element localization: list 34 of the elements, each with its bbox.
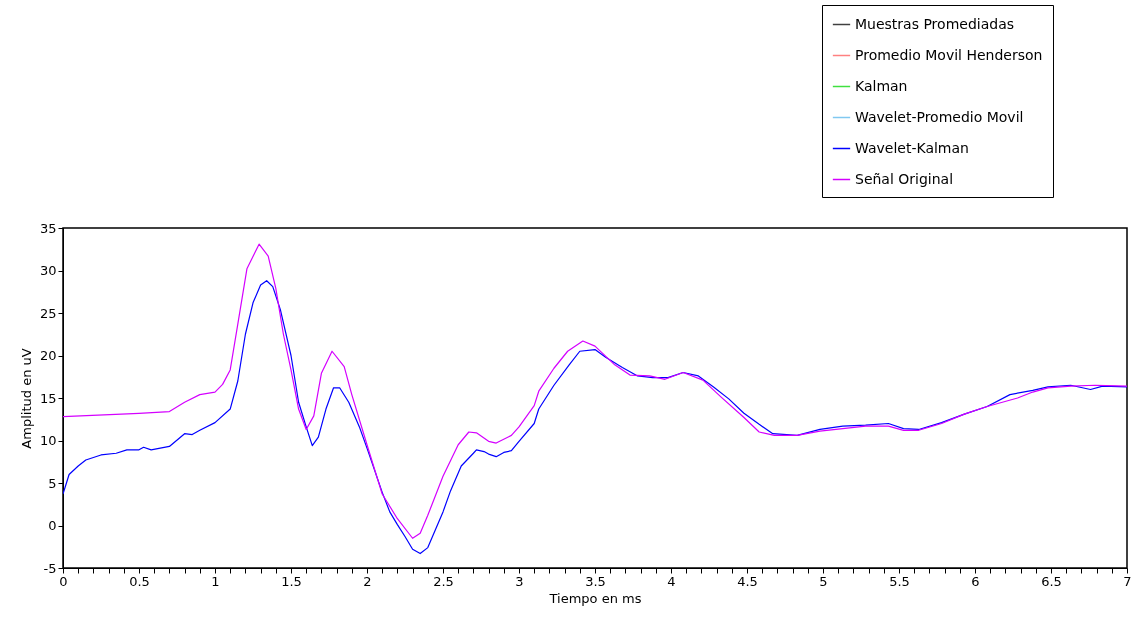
legend-label: Señal Original — [855, 170, 954, 187]
x-tick-label: 7 — [1123, 573, 1132, 589]
x-tick-label: 5 — [819, 573, 828, 589]
x-tick-label: 6 — [971, 573, 980, 589]
legend-label: Kalman — [855, 77, 908, 94]
legend-label: Wavelet-Promedio Movil — [855, 108, 1024, 125]
x-tick-label: 6.5 — [1041, 573, 1062, 589]
legend-label: Promedio Movil Henderson — [855, 46, 1043, 63]
x-tick-label: 2 — [363, 573, 372, 589]
y-tick-label: 30 — [39, 263, 57, 278]
x-tick-label: 1 — [211, 573, 220, 589]
y-tick-label: 0 — [48, 518, 57, 533]
y-tick-label: 35 — [39, 220, 57, 236]
legend-label: Muestras Promediadas — [855, 15, 1015, 32]
y-tick-label: 25 — [39, 305, 57, 321]
y-tick-label: 5 — [48, 475, 57, 491]
y-tick-label: 20 — [39, 348, 57, 363]
line-series — [63, 280, 1127, 555]
x-tick-label: 3.5 — [585, 573, 606, 589]
legend-label: Wavelet-Kalman — [855, 139, 969, 156]
x-tick-label: 2.5 — [433, 573, 454, 589]
x-tick-label: 5.5 — [889, 573, 910, 589]
y-tick-label: 15 — [39, 390, 57, 406]
x-tick-label: 4.5 — [737, 573, 758, 589]
x-tick-label: 0.5 — [129, 573, 150, 589]
x-tick-label: 4 — [667, 573, 676, 589]
y-tick-label: 10 — [39, 433, 57, 448]
x-tick-label: 1.5 — [281, 573, 302, 589]
x-tick-label: 0 — [59, 573, 68, 589]
line-series — [63, 243, 1127, 539]
y-axis-title: Amplitud en uV — [18, 348, 34, 449]
x-tick-label: 3 — [515, 573, 524, 589]
y-tick-label: -5 — [43, 560, 57, 576]
x-axis-title: Tiempo en ms — [548, 590, 642, 606]
